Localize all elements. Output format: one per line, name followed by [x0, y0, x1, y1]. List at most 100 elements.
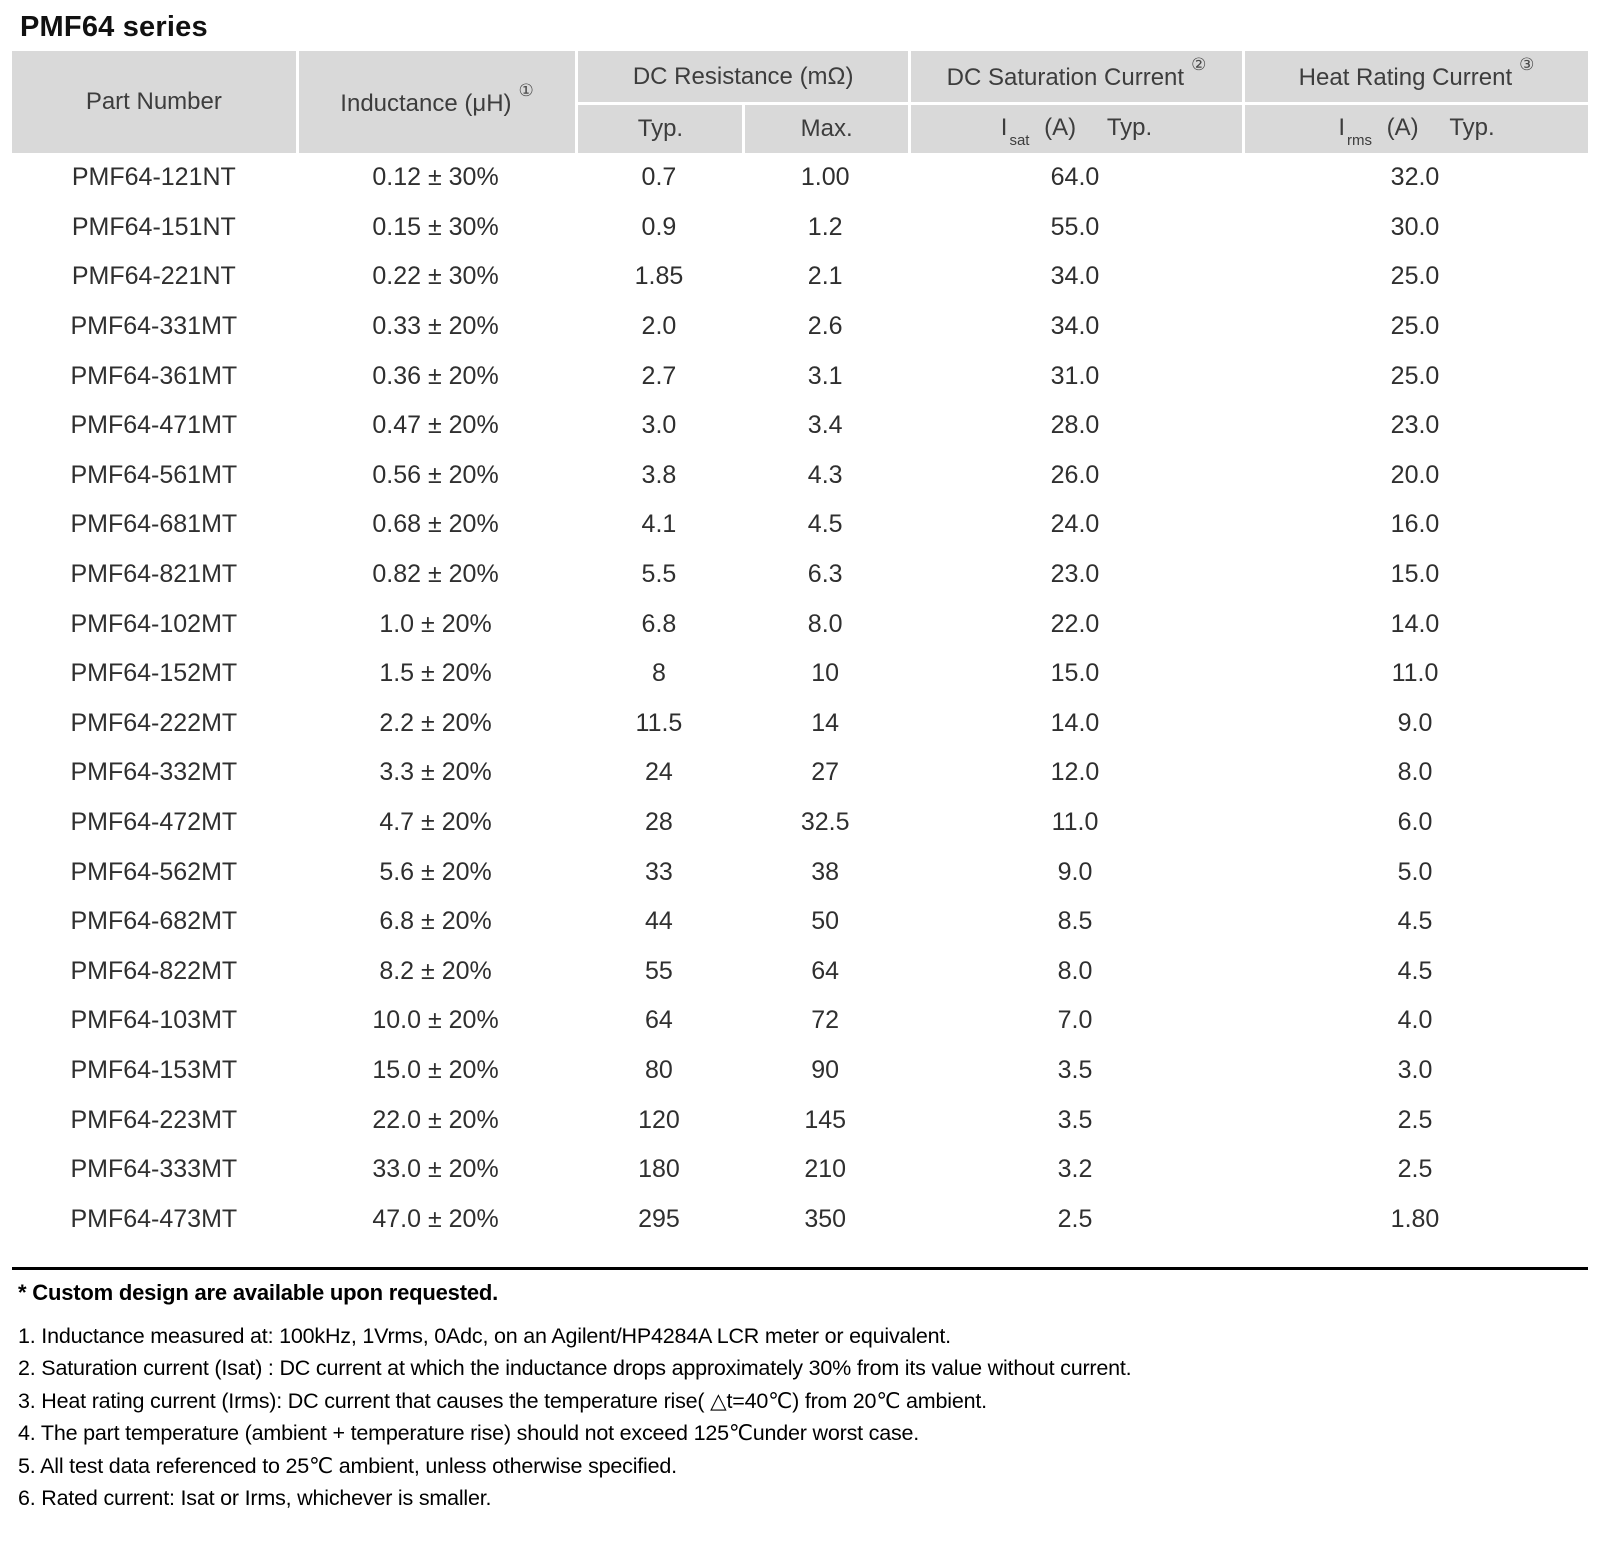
table-cell: PMF64-121NT: [12, 153, 296, 203]
table-cell: 15.0: [1242, 549, 1588, 600]
table-cell: 25.0: [1242, 252, 1588, 302]
table-cell: 5.6 ± 20%: [295, 847, 576, 897]
table-cell: 0.82 ± 20%: [295, 549, 576, 600]
table-cell: 210: [742, 1144, 908, 1195]
table-cell: 20.0: [1242, 450, 1588, 501]
table-row: PMF64-682MT 6.8 ± 20% 44 50 8.5 4.5: [12, 896, 1588, 947]
table-cell: 64: [575, 996, 743, 1046]
table-cell: 1.00: [742, 153, 908, 203]
table-cell: 11.5: [575, 698, 743, 749]
table-cell: 25.0: [1242, 301, 1588, 352]
table-header: Part Number Inductance (μH) ① DC Resistan…: [12, 51, 1588, 153]
table-row: PMF64-221NT 0.22 ± 30% 1.85 2.1 34.0 25.0: [12, 252, 1588, 302]
irms-subscript: rms: [1347, 132, 1372, 150]
isat-unit: (A): [1044, 113, 1077, 141]
table-cell: 6.8: [575, 599, 743, 649]
table-cell: 0.7: [575, 153, 743, 203]
col-subheader-isat: Isat (A) Typ.: [907, 102, 1243, 153]
table-cell: 3.0: [575, 400, 743, 451]
irms-unit: (A): [1386, 113, 1419, 141]
table-cell: 145: [742, 1095, 908, 1145]
col-header-inductance: Inductance (μH) ①: [295, 51, 576, 153]
table-cell: 32.5: [742, 797, 908, 848]
table-cell: 5.0: [1242, 847, 1588, 897]
section-divider: [12, 1267, 1588, 1271]
col-subheader-resistance-typ: Typ.: [575, 102, 743, 153]
table-row: PMF64-822MT 8.2 ± 20% 55 64 8.0 4.5: [12, 946, 1588, 997]
footnote-ref-3-icon: ③: [1519, 55, 1535, 74]
col-header-part-number: Part Number: [12, 51, 296, 153]
table-cell: PMF64-472MT: [12, 797, 296, 848]
table-cell: 16.0: [1242, 500, 1588, 550]
col-header-dc-resistance-label: DC Resistance (mΩ): [632, 62, 854, 90]
table-row: PMF64-153MT 15.0 ± 20% 80 90 3.5 3.0: [12, 1045, 1588, 1096]
table-cell: 26.0: [907, 450, 1243, 501]
col-subheader-irms: Irms (A) Typ.: [1242, 102, 1588, 153]
table-cell: 3.4: [742, 400, 908, 451]
note-line: 3. Heat rating current (Irms): DC curren…: [18, 1388, 987, 1413]
table-cell: 34.0: [907, 301, 1243, 352]
table-cell: PMF64-822MT: [12, 946, 296, 997]
table-cell: 7.0: [907, 996, 1243, 1046]
table-cell: 0.56 ± 20%: [295, 450, 576, 501]
table-cell: 22.0: [907, 599, 1243, 649]
col-header-part-number-label: Part Number: [85, 88, 222, 115]
table-cell: PMF64-223MT: [12, 1095, 296, 1145]
table-cell: 3.8: [575, 450, 743, 501]
table-cell: 10.0 ± 20%: [295, 996, 576, 1046]
table-cell: 2.0: [575, 301, 743, 352]
table-cell: PMF64-682MT: [12, 896, 296, 947]
table-cell: 1.5 ± 20%: [295, 648, 576, 699]
table-cell: 2.2 ± 20%: [295, 698, 576, 749]
table-cell: 8.0: [907, 946, 1243, 997]
col-header-dc-saturation: DC Saturation Current ②: [907, 51, 1243, 102]
table-row: PMF64-333MT 33.0 ± 20% 180 210 3.2 2.5: [12, 1144, 1588, 1195]
table-cell: 8.5: [907, 896, 1243, 947]
table-cell: 33: [575, 847, 743, 897]
col-header-dc-saturation-label: DC Saturation Current: [946, 64, 1185, 91]
table-cell: 6.3: [742, 549, 908, 600]
table-cell: 25.0: [1242, 351, 1588, 401]
table-cell: 0.68 ± 20%: [295, 500, 576, 550]
table-cell: 90: [742, 1045, 908, 1096]
table-cell: 33.0 ± 20%: [295, 1144, 576, 1195]
table-cell: 38: [742, 847, 908, 897]
col-subheader-resistance-max: Max.: [742, 102, 908, 153]
table-cell: 15.0 ± 20%: [295, 1045, 576, 1096]
table-row: PMF64-332MT 3.3 ± 20% 24 27 12.0 8.0: [12, 748, 1588, 798]
note-line: 1. Inductance measured at: 100kHz, 1Vrms…: [18, 1324, 951, 1349]
table-cell: 80: [575, 1045, 743, 1096]
table-cell: 0.22 ± 30%: [295, 252, 576, 302]
isat-subscript: sat: [1009, 132, 1030, 150]
table-cell: 23.0: [1242, 400, 1588, 451]
table-cell: 0.12 ± 30%: [295, 153, 576, 203]
table-row: PMF64-151NT 0.15 ± 30% 0.9 1.2 55.0 30.0: [12, 202, 1588, 253]
table-cell: 12.0: [907, 748, 1243, 798]
table-cell: PMF64-153MT: [12, 1045, 296, 1096]
table-row: PMF64-562MT 5.6 ± 20% 33 38 9.0 5.0: [12, 847, 1588, 897]
table-cell: 3.5: [907, 1095, 1243, 1145]
table-cell: 1.2: [742, 202, 908, 253]
table-cell: 14: [742, 698, 908, 749]
table-cell: 10: [742, 648, 908, 699]
table-cell: 27: [742, 748, 908, 798]
table-cell: 3.1: [742, 351, 908, 401]
col-header-heat-rating: Heat Rating Current ③: [1242, 51, 1588, 102]
table-cell: 1.0 ± 20%: [295, 599, 576, 649]
table-cell: 3.5: [907, 1045, 1243, 1096]
table-row: PMF64-561MT 0.56 ± 20% 3.8 4.3 26.0 20.0: [12, 450, 1588, 501]
table-cell: 350: [742, 1194, 908, 1245]
table-cell: 2.7: [575, 351, 743, 401]
note-line: 6. Rated current: Isat or Irms, whicheve…: [18, 1486, 492, 1511]
irms-symbol: I: [1338, 113, 1345, 141]
table-cell: 8.0: [1242, 748, 1588, 798]
table-cell: 32.0: [1242, 153, 1588, 203]
table-cell: 8: [575, 648, 743, 699]
table-cell: PMF64-221NT: [12, 252, 296, 302]
table-cell: 2.5: [1242, 1095, 1588, 1145]
table-cell: 2.1: [742, 252, 908, 302]
table-cell: 3.0: [1242, 1045, 1588, 1096]
resistance-typ-label: Typ.: [637, 115, 684, 142]
table-cell: PMF64-222MT: [12, 698, 296, 749]
